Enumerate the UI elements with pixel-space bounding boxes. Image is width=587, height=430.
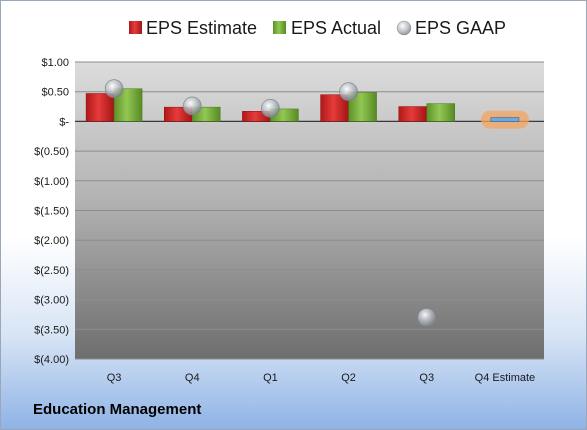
x-tick-label: Q4	[185, 372, 200, 384]
marker-eps-gaap	[261, 99, 280, 118]
bar-eps-estimate	[398, 106, 427, 122]
y-axis: $1.00 $0.50 $- $(0.50) $(1.00) $(1.50) $(2.00)…	[34, 57, 69, 366]
marker-eps-gaap	[339, 82, 358, 101]
marker-eps-gaap	[417, 308, 437, 327]
y-tick-label: $(3.50)	[34, 324, 69, 336]
q4-estimate-marker	[490, 117, 520, 122]
legend-estimate-label: EPS Estimate	[146, 18, 257, 38]
legend-gaap-label: EPS GAAP	[415, 18, 506, 38]
x-tick-label: Q2	[341, 372, 356, 384]
y-tick-label: $1.00	[41, 57, 69, 69]
marker-eps-gaap	[104, 79, 124, 99]
x-tick-label: Q1	[263, 372, 278, 384]
legend: EPS Estimate EPS Actual EPS GAAP	[129, 18, 506, 38]
legend-estimate-swatch	[129, 21, 142, 34]
y-tick-label: $(2.00)	[34, 235, 69, 247]
y-tick-label: $(2.50)	[34, 265, 69, 277]
y-tick-label: $(1.00)	[34, 176, 69, 188]
legend-actual-swatch	[273, 21, 286, 34]
bar-eps-actual	[426, 103, 455, 122]
y-tick-label: $(0.50)	[34, 146, 69, 158]
y-tick-label: $(3.00)	[34, 295, 69, 307]
gaap-markers	[104, 79, 529, 327]
x-axis: Q3 Q4 Q1 Q2 Q3 Q4 Estimate	[107, 372, 535, 384]
company-name: Education Management	[33, 401, 202, 418]
y-tick-label: $(1.50)	[34, 206, 69, 218]
bar-eps-estimate	[85, 93, 115, 122]
x-tick-label: Q3	[107, 372, 122, 384]
marker-eps-gaap	[182, 96, 202, 116]
y-tick-label: $(4.00)	[34, 354, 69, 366]
x-tick-label: Q3	[419, 372, 434, 384]
legend-actual-label: EPS Actual	[291, 18, 381, 38]
y-tick-label: $0.50	[41, 87, 69, 99]
y-tick-label: $-	[59, 116, 69, 128]
legend-gaap-swatch	[396, 20, 412, 36]
x-tick-label: Q4 Estimate	[475, 372, 536, 384]
gridlines	[75, 61, 544, 360]
